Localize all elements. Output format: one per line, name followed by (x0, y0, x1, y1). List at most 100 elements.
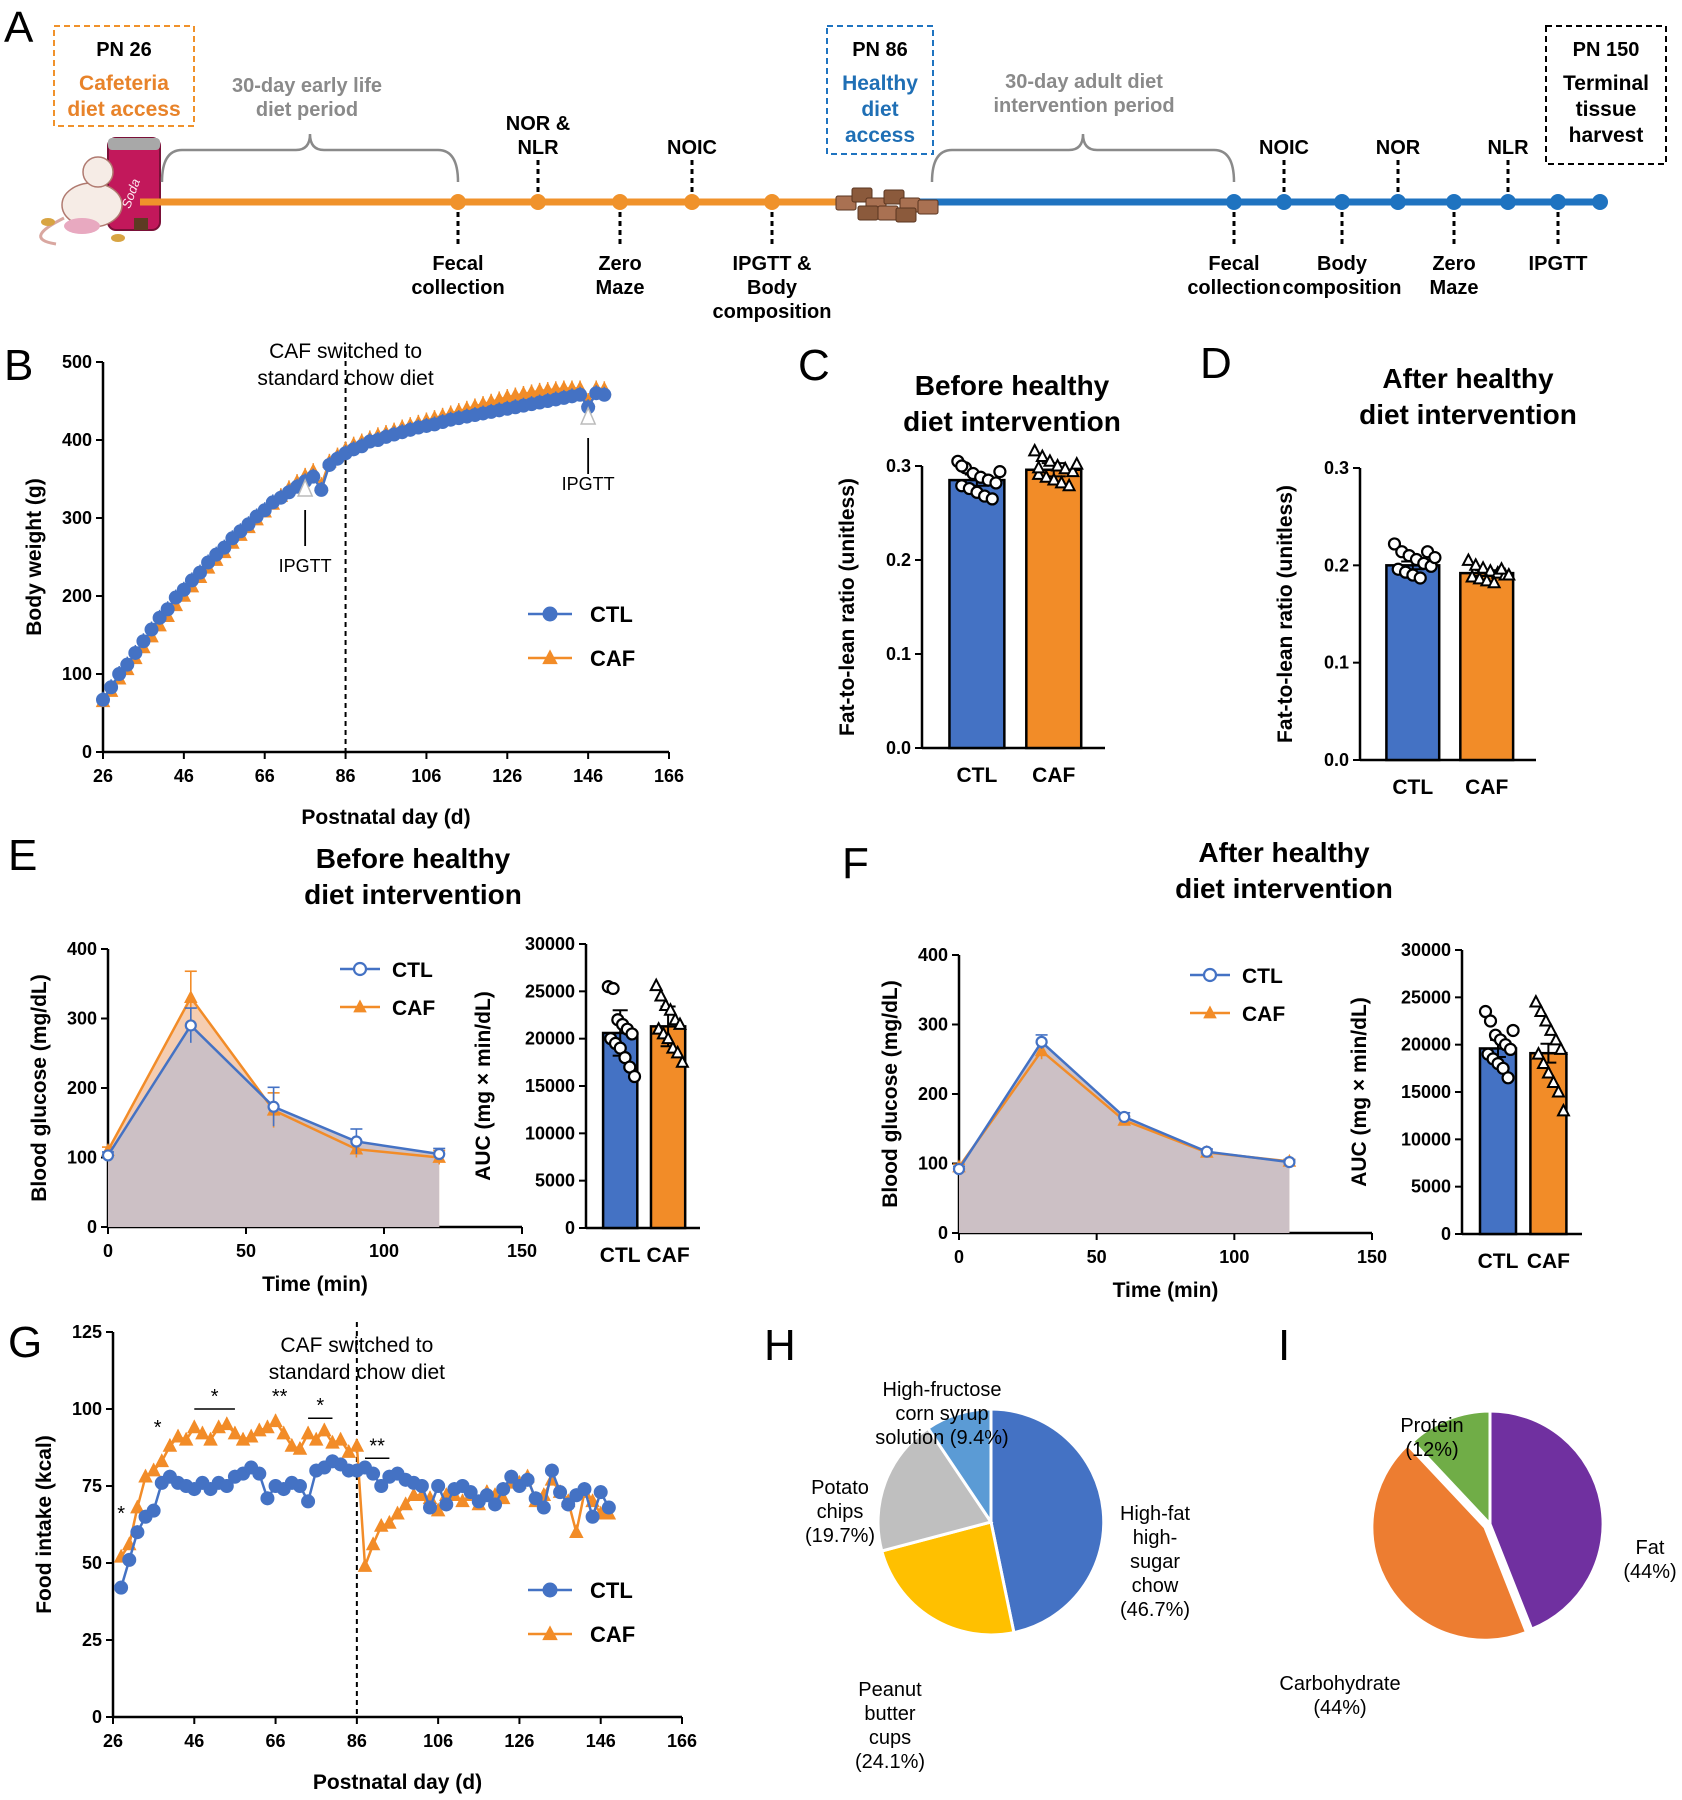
panelH-slice-label-2-line-2: butter (864, 1703, 915, 1725)
panelG-y-tick-label: 100 (72, 1399, 102, 1419)
panelE-y-tick-label: 200 (67, 1078, 97, 1098)
panelH-slice-label-1-line-4: chow (1132, 1575, 1179, 1597)
panelEauc-y-tick-label: 15000 (525, 1076, 575, 1096)
panelF-title-line-1: After healthy (1198, 837, 1370, 868)
panelFauc-y-label: AUC (mg × min/dL) (1348, 997, 1371, 1187)
panelF-y-tick-label: 100 (918, 1154, 948, 1174)
panelB-series-ctl-point (128, 645, 143, 660)
panelG-series-caf-point (227, 1425, 243, 1440)
panelG-y-tick-label: 125 (72, 1322, 102, 1342)
mid-event-line-1: Healthy (842, 72, 918, 95)
panelB-series-ctl-point (152, 610, 167, 625)
panelFauc-point-ctl (1483, 1014, 1498, 1028)
panelB-legend-label-caf: CAF (590, 646, 635, 671)
panelG-significance-label: ** (369, 1435, 385, 1457)
early-period-brace (160, 133, 460, 183)
panelG-series-ctl-point (601, 1500, 616, 1515)
adult-event-marker-2 (1276, 194, 1292, 210)
panelB-y-tick-label: 0 (82, 742, 92, 762)
panelG-series-caf-point (390, 1505, 405, 1520)
panelC-point-caf (1046, 472, 1061, 486)
early-event-marker-2 (530, 194, 546, 210)
panelG-x-tick-label: 126 (504, 1731, 534, 1751)
panelG-series-caf-point (170, 1428, 186, 1443)
panel-letter-i: I (1278, 1321, 1290, 1370)
early-event-label-4-line-1: NOIC (667, 137, 717, 159)
panelG-series-ctl-point (252, 1466, 267, 1481)
panelEauc-point-ctl (627, 1069, 642, 1084)
chocolate-piece (134, 218, 148, 230)
chow-pellet (877, 205, 899, 221)
panelC-bar-ctl (948, 478, 1006, 750)
early-period-label-line-1: 30-day early life (232, 75, 382, 97)
panelC-y-tick-label: 0.2 (886, 550, 911, 570)
panelB-series-ctl-point (104, 680, 119, 695)
panelG-series-ctl-point (585, 1509, 600, 1524)
panelG-series-ctl-point (593, 1485, 608, 1500)
panelD-bar-caf (1459, 571, 1515, 762)
adult-event-label-3-line-1: Body (1317, 253, 1368, 275)
panelEauc-point-caf (653, 987, 669, 1002)
panelB-series-ctl-point (217, 540, 232, 555)
panelG-significance-label: * (154, 1417, 162, 1439)
panelD-title-line-1: After healthy (1382, 363, 1554, 394)
panelG-y-tick-label: 0 (92, 1707, 102, 1727)
panelG-series-caf-point (162, 1437, 178, 1452)
adult-event-label-5-line-1: Zero (1432, 253, 1475, 275)
panelC-category-caf: CAF (1032, 764, 1075, 787)
panelG-series-caf-point (333, 1431, 348, 1446)
panel-e-auc: 0 5000 10000 15000 20000 25000 30000 AUC (mg × … (472, 934, 700, 1267)
chip-2 (111, 234, 125, 242)
early-event-label-1-line-1: Fecal (432, 253, 483, 275)
panelE-y-label: Blood glucose (mg/dL) (28, 974, 51, 1201)
panel-d-fat-lean-after: 0.0 0.1 0.2 0.3 After healthy diet interventi… (1274, 363, 1577, 799)
panelC-point-ctl (955, 459, 969, 473)
early-event-label-5-line-1: IPGTT & (733, 253, 812, 275)
rat-head (82, 156, 114, 188)
panelB-switch-label-line-2: standard chow diet (257, 367, 433, 390)
panelI-slice-label-2-line-2: (44%) (1313, 1697, 1366, 1719)
panelFauc-point-ctl (1506, 1023, 1520, 1038)
panelG-series-caf-point (357, 1557, 373, 1572)
panelB-x-tick-label: 106 (411, 766, 441, 786)
panelEauc-category-ctl: CTL (600, 1244, 641, 1267)
panelB-series-ctl-point (314, 482, 329, 497)
panelB-x-label: Postnatal day (d) (301, 806, 470, 829)
panelB-switch-label-line-1: CAF switched to (269, 340, 422, 363)
panelI-slice-label-1-line-1: Fat (1636, 1537, 1665, 1559)
panelD-y-tick-label: 0.1 (1324, 653, 1349, 673)
panelF-series-ctl-point (1200, 1145, 1213, 1158)
panelI-slice-label-3-line-2: (12%) (1405, 1439, 1458, 1461)
early-period-label-line-2: diet period (256, 99, 358, 121)
panelF-legend-label-caf: CAF (1242, 1003, 1285, 1026)
early-event-marker-1 (450, 194, 466, 210)
panelE-title-line-2: diet intervention (304, 879, 522, 910)
panelG-x-tick-label: 146 (586, 1731, 616, 1751)
panelFauc-category-caf: CAF (1527, 1250, 1570, 1273)
adult-event-marker-7 (1550, 194, 1566, 210)
adult-event-label-5-line-2: Maze (1430, 277, 1479, 299)
panelG-y-tick-label: 75 (82, 1476, 102, 1496)
panelE-legend-marker-ctl (352, 961, 368, 977)
panelE-x-label: Time (min) (262, 1273, 368, 1296)
panelG-series-ctl-point (528, 1491, 543, 1506)
panelH-slice-label-2-line-3: cups (869, 1727, 911, 1749)
panelE-y-tick-label: 0 (87, 1217, 97, 1237)
panelB-legend-marker-ctl (542, 606, 558, 622)
early-event-line-1: Cafeteria (79, 72, 169, 95)
panelFauc-point-ctl (1503, 1042, 1518, 1057)
panel-letter-f: F (842, 839, 869, 888)
adult-event-label-1-line-2: collection (1187, 277, 1280, 299)
panelB-series-ctl-point (160, 602, 175, 617)
panelI-slice-label-1-line-2: (44%) (1623, 1561, 1676, 1583)
panelFauc-point-caf (1538, 1012, 1553, 1027)
panelFauc-y-tick-label: 10000 (1401, 1129, 1451, 1149)
panelE-y-tick-label: 100 (67, 1148, 97, 1168)
panelFauc-y-tick-label: 30000 (1401, 940, 1451, 960)
end-event-line-3: harvest (1569, 124, 1644, 147)
panelC-point-caf (1031, 466, 1046, 480)
panelEauc-y-tick-label: 20000 (525, 1029, 575, 1049)
panelEauc-point-ctl (606, 981, 620, 996)
rat-snack (64, 218, 100, 234)
